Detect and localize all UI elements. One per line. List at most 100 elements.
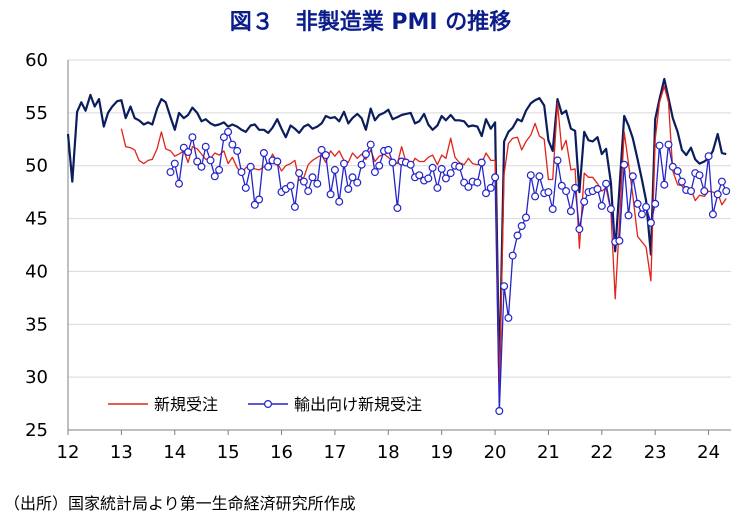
data-point xyxy=(713,190,722,199)
data-point xyxy=(321,151,330,160)
data-point xyxy=(184,148,193,157)
data-point xyxy=(290,202,299,211)
data-point xyxy=(259,149,268,158)
data-point xyxy=(660,180,669,189)
y-tick-label: 35 xyxy=(25,314,48,335)
y-tick-label: 55 xyxy=(25,103,48,124)
data-point xyxy=(504,313,513,322)
data-point xyxy=(597,201,606,210)
legend-label: 新規受注 xyxy=(154,395,218,414)
data-point xyxy=(344,185,353,194)
data-point xyxy=(441,174,450,183)
data-point xyxy=(228,140,237,149)
data-point xyxy=(166,168,175,177)
data-point xyxy=(526,171,535,180)
data-point xyxy=(304,187,313,196)
data-point xyxy=(273,157,282,166)
data-point xyxy=(473,178,482,187)
data-point xyxy=(557,181,566,190)
data-point xyxy=(508,251,517,260)
source-note: （出所）国家統計局より第一生命経済研究所作成 xyxy=(4,494,356,513)
data-point xyxy=(206,156,215,165)
y-tick-label: 50 xyxy=(25,156,48,177)
data-point xyxy=(642,202,651,211)
data-point xyxy=(286,181,295,190)
data-point xyxy=(353,178,362,187)
data-point xyxy=(393,204,402,213)
x-tick-label: 18 xyxy=(377,442,400,463)
legend-marker xyxy=(264,400,273,409)
data-point xyxy=(615,236,624,245)
data-point xyxy=(326,190,335,199)
data-point xyxy=(495,407,504,416)
x-tick-label: 12 xyxy=(57,442,80,463)
data-point xyxy=(455,162,464,171)
data-point xyxy=(575,225,584,234)
data-point xyxy=(224,127,233,136)
data-point xyxy=(513,231,522,240)
data-point xyxy=(722,187,731,196)
series-group xyxy=(66,77,731,416)
data-point xyxy=(562,187,571,196)
legend-label: 輸出向け新規受注 xyxy=(294,395,422,414)
data-point xyxy=(357,160,366,169)
x-tick-label: 23 xyxy=(644,442,667,463)
data-point xyxy=(175,179,184,188)
data-point xyxy=(500,282,509,291)
data-point xyxy=(241,183,250,192)
data-point xyxy=(704,152,713,161)
data-point xyxy=(602,179,611,188)
data-point xyxy=(197,162,206,171)
data-point xyxy=(535,172,544,181)
data-point xyxy=(464,182,473,191)
x-tick-label: 24 xyxy=(697,442,720,463)
data-point xyxy=(628,172,637,181)
data-point xyxy=(415,171,424,180)
data-point xyxy=(664,140,673,149)
y-tick-label: 60 xyxy=(25,50,48,71)
data-point xyxy=(255,195,264,204)
chart-title: 図３ 非製造業 PMI の推移 xyxy=(229,10,512,35)
data-point xyxy=(655,141,664,150)
data-point xyxy=(624,211,633,220)
data-point xyxy=(237,168,246,177)
data-point xyxy=(531,192,540,201)
data-point xyxy=(250,200,259,209)
series-1 xyxy=(66,77,727,383)
y-tick-label: 45 xyxy=(25,209,48,230)
data-point xyxy=(384,145,393,154)
data-point xyxy=(295,169,304,178)
data-point xyxy=(491,173,500,182)
x-tick-label: 17 xyxy=(323,442,346,463)
data-point xyxy=(446,169,455,178)
x-tick-label: 19 xyxy=(430,442,453,463)
data-point xyxy=(517,222,526,231)
data-point xyxy=(695,171,704,180)
y-tick-label: 40 xyxy=(25,261,48,282)
data-point xyxy=(677,177,686,186)
data-point xyxy=(477,158,486,167)
data-point xyxy=(580,197,589,206)
data-point xyxy=(646,218,655,227)
series-line xyxy=(66,77,727,383)
data-point xyxy=(340,159,349,168)
data-point xyxy=(548,205,557,214)
data-point xyxy=(299,177,308,186)
x-tick-label: 21 xyxy=(537,442,560,463)
data-point xyxy=(482,189,491,198)
x-tick-label: 16 xyxy=(270,442,293,463)
data-point xyxy=(246,162,255,171)
data-point xyxy=(219,133,228,142)
data-point xyxy=(571,183,580,192)
axes xyxy=(67,60,731,435)
y-tick-label: 25 xyxy=(25,420,48,441)
data-point xyxy=(553,156,562,165)
data-point xyxy=(317,145,326,154)
data-point xyxy=(717,177,726,186)
series-line xyxy=(120,85,727,391)
x-tick-label: 20 xyxy=(484,442,507,463)
data-point xyxy=(637,210,646,219)
data-point xyxy=(700,187,709,196)
data-point xyxy=(201,142,210,151)
data-point xyxy=(170,159,179,168)
